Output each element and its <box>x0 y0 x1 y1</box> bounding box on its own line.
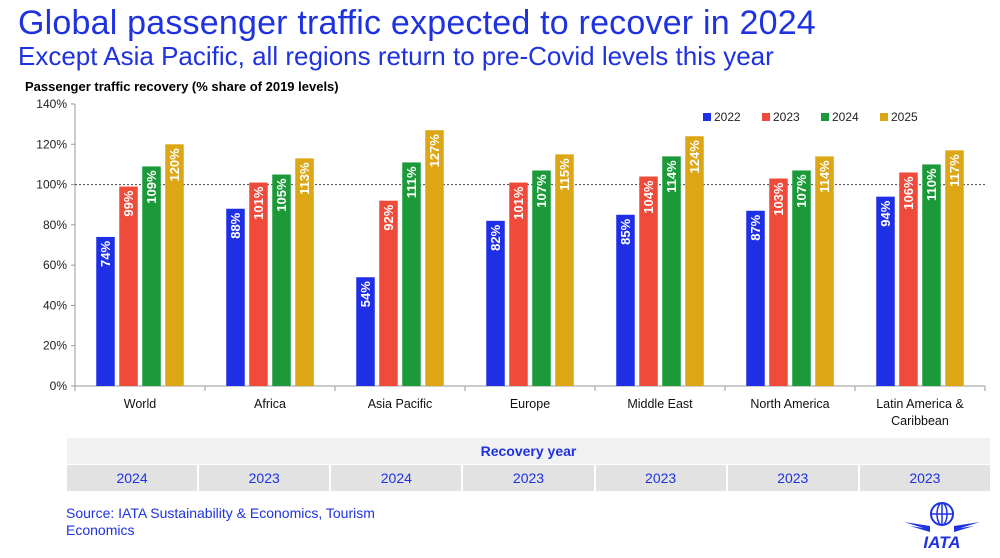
bar-data-label: 127% <box>427 134 442 168</box>
bar-2022 <box>486 220 505 386</box>
y-tick-label: 60% <box>43 258 67 272</box>
bar-data-label: 74% <box>98 241 113 267</box>
legend-swatch-2024 <box>821 113 829 121</box>
bar-2022 <box>226 208 245 386</box>
bar-data-label: 106% <box>901 176 916 210</box>
bar-data-label: 114% <box>664 160 679 193</box>
legend-swatch-2023 <box>762 113 770 121</box>
bar-2022 <box>96 236 115 386</box>
bar-2025 <box>685 136 704 386</box>
category-label: Europe <box>510 397 550 411</box>
recovery-year-cell: 2023 <box>859 465 990 491</box>
bar-data-label: 54% <box>358 281 373 307</box>
bar-data-label: 124% <box>687 140 702 174</box>
chart-title: Passenger traffic recovery (% share of 2… <box>25 79 339 94</box>
recovery-year-cell: 2023 <box>463 465 594 491</box>
legend-label: 2023 <box>773 110 800 124</box>
logo-wordmark: IATA <box>923 533 960 552</box>
category-label: Africa <box>254 397 286 411</box>
y-tick-label: 40% <box>43 298 67 312</box>
bar-2024 <box>402 162 421 386</box>
bar-2023 <box>509 182 528 386</box>
bar-data-label: 104% <box>641 180 656 214</box>
bar-2024 <box>142 166 161 386</box>
bar-data-label: 107% <box>534 174 549 208</box>
iata-logo: IATA <box>904 502 980 552</box>
y-tick-label: 20% <box>43 339 67 353</box>
bar-data-label: 115% <box>557 158 572 191</box>
bar-2023 <box>639 176 658 386</box>
bar-2025 <box>815 156 834 386</box>
category-label: Latin America & Caribbean <box>876 397 964 428</box>
legend-swatch-2025 <box>880 113 888 121</box>
recovery-year-header: Recovery year <box>67 438 990 464</box>
bar-2025 <box>425 130 444 386</box>
bar-2024 <box>532 170 551 386</box>
bar-data-label: 85% <box>618 218 633 244</box>
recovery-year-cell: 2023 <box>199 465 330 491</box>
y-tick-label: 80% <box>43 218 67 232</box>
bar-2022 <box>876 196 895 386</box>
bar-data-label: 113% <box>297 162 312 195</box>
bar-2023 <box>899 172 918 386</box>
bar-data-label: 120% <box>167 148 182 182</box>
bar-2023 <box>379 200 398 386</box>
source-note: Source: IATA Sustainability & Economics,… <box>66 505 375 538</box>
bar-2022 <box>616 214 635 386</box>
bar-2025 <box>945 150 964 386</box>
bar-data-label: 107% <box>794 174 809 208</box>
bar-data-label: 117% <box>947 154 962 187</box>
bar-2024 <box>922 164 941 386</box>
legend-label: 2022 <box>714 110 741 124</box>
bar-data-label: 82% <box>488 224 503 250</box>
bar-2023 <box>119 186 138 386</box>
recovery-year-cell: 2024 <box>67 465 198 491</box>
recovery-year-cell: 2024 <box>331 465 462 491</box>
bar-2025 <box>295 158 314 386</box>
bar-2023 <box>249 182 268 386</box>
legend-label: 2025 <box>891 110 918 124</box>
bar-2022 <box>356 277 375 386</box>
bar-chart: 0% 20% 40% 60% 80% 100% 120% 140% 74% 99% 109% 120%… <box>36 97 986 428</box>
bar-2025 <box>555 154 574 386</box>
category-label: Middle East <box>627 397 693 411</box>
bar-data-label: 110% <box>924 168 939 201</box>
bar-2022 <box>746 210 765 386</box>
legend-swatch-2022 <box>703 113 711 121</box>
bar-2025 <box>165 144 184 386</box>
bar-data-label: 87% <box>748 214 763 240</box>
bar-data-label: 114% <box>817 160 832 193</box>
bar-data-label: 99% <box>121 190 136 216</box>
bar-2024 <box>272 174 291 386</box>
page-subtitle: Except Asia Pacific, all regions return … <box>18 41 774 71</box>
bar-2023 <box>769 178 788 386</box>
category-label: World <box>124 397 156 411</box>
category-label: North America <box>750 397 829 411</box>
y-tick-label: 140% <box>36 97 67 111</box>
y-tick-label: 120% <box>36 137 67 151</box>
bar-data-label: 88% <box>228 212 243 238</box>
bar-2024 <box>662 156 681 386</box>
bar-data-label: 101% <box>251 186 266 220</box>
bar-data-label: 92% <box>381 204 396 230</box>
recovery-year-cell: 2023 <box>595 465 726 491</box>
recovery-year-row: 2024 2023 2024 2023 2023 2023 2023 <box>67 465 990 491</box>
bar-data-label: 109% <box>144 170 159 204</box>
bar-data-label: 111% <box>404 166 419 198</box>
bar-data-label: 103% <box>771 182 786 216</box>
legend-label: 2024 <box>832 110 859 124</box>
y-tick-label: 0% <box>50 379 68 393</box>
recovery-year-cell: 2023 <box>727 465 858 491</box>
bar-data-label: 105% <box>274 178 289 212</box>
y-tick-label: 100% <box>36 178 67 192</box>
page-title: Global passenger traffic expected to rec… <box>18 4 816 42</box>
bar-data-label: 94% <box>878 200 893 226</box>
bar-data-label: 101% <box>511 186 526 220</box>
bar-2024 <box>792 170 811 386</box>
category-label: Asia Pacific <box>368 397 433 411</box>
